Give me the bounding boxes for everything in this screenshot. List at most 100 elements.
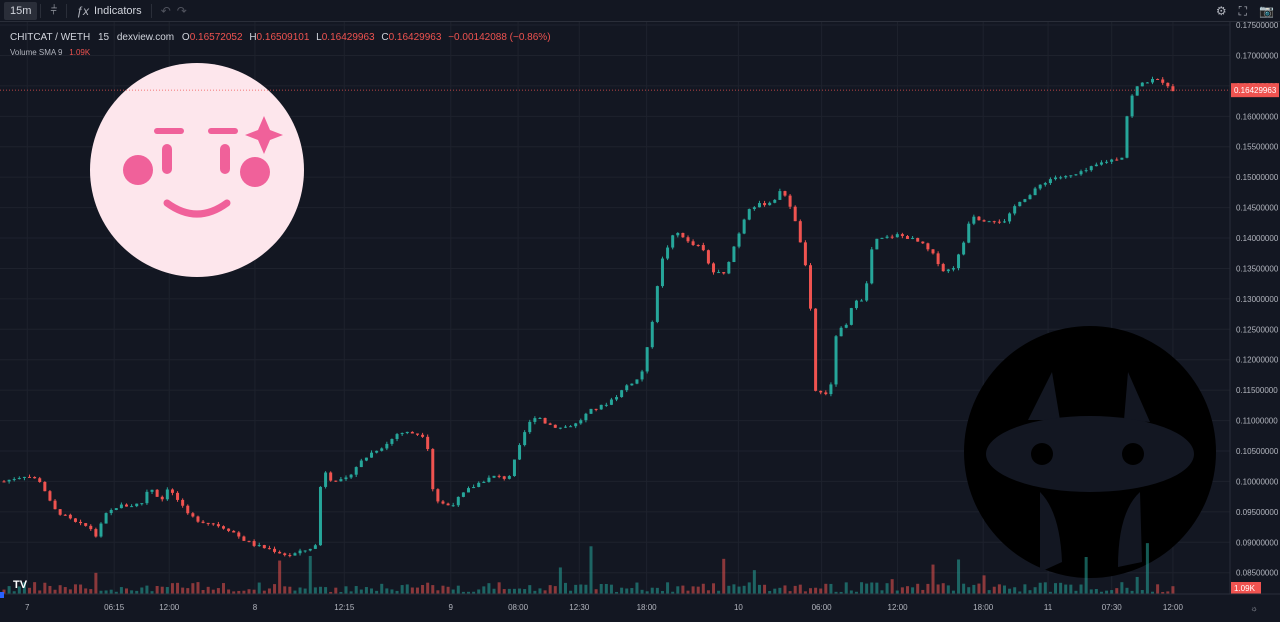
time-tick-label: 9 bbox=[449, 603, 454, 612]
volume-bar bbox=[99, 590, 103, 594]
candle-body bbox=[793, 206, 797, 222]
volume-bar bbox=[712, 583, 716, 594]
price-tick-label: 0.15000000 bbox=[1236, 173, 1279, 182]
candle-body bbox=[318, 486, 322, 546]
candle-body bbox=[763, 203, 767, 206]
volume-bar bbox=[875, 582, 879, 594]
volume-bar bbox=[885, 583, 889, 594]
chart-type-button[interactable]: ⫩ bbox=[44, 0, 63, 22]
candle-body bbox=[267, 548, 271, 550]
candle-body bbox=[22, 476, 26, 478]
candle-body bbox=[451, 505, 455, 507]
chart-toolbar: 15m ⫩ ƒx Indicators ↶ ↷ ⚙ ⛶ 📷 bbox=[0, 0, 1280, 22]
candle-body bbox=[788, 195, 792, 207]
candle-body bbox=[329, 472, 333, 481]
volume-bar bbox=[176, 582, 180, 594]
settings-icon[interactable]: ⚙ bbox=[1215, 4, 1227, 18]
candle-body bbox=[364, 457, 368, 461]
indicators-button[interactable]: ƒx Indicators bbox=[70, 0, 147, 22]
volume-bar bbox=[84, 588, 88, 594]
camera-icon[interactable]: 📷 bbox=[1259, 4, 1274, 18]
candle-body bbox=[701, 245, 705, 251]
volume-bar bbox=[324, 587, 328, 594]
candle-body bbox=[1054, 177, 1058, 180]
candle-body bbox=[324, 472, 328, 487]
candle-body bbox=[543, 417, 547, 424]
volume-bar bbox=[191, 583, 195, 594]
volume-bar bbox=[916, 583, 920, 594]
candle-body bbox=[487, 477, 491, 482]
candle-body bbox=[191, 513, 195, 517]
volume-bar bbox=[911, 587, 915, 594]
volume-bar bbox=[1084, 557, 1088, 594]
price-tick-label: 0.12000000 bbox=[1236, 356, 1279, 365]
candle-body bbox=[900, 234, 904, 237]
candle-body bbox=[946, 269, 950, 272]
volume-bar bbox=[538, 588, 542, 594]
candle-body bbox=[426, 436, 430, 450]
volume-bar bbox=[79, 584, 83, 594]
volume-bar bbox=[273, 584, 277, 594]
volume-bar bbox=[870, 582, 874, 594]
volume-bar bbox=[318, 586, 322, 594]
volume-bar bbox=[1048, 591, 1052, 594]
candle-body bbox=[390, 439, 394, 444]
volume-bar bbox=[696, 586, 700, 594]
volume-bar bbox=[94, 572, 98, 594]
undo-button[interactable]: ↶ bbox=[155, 0, 177, 22]
volume-bar bbox=[890, 579, 894, 594]
candle-body bbox=[405, 431, 409, 434]
volume-bar bbox=[946, 585, 950, 594]
price-tick-label: 0.14000000 bbox=[1236, 234, 1279, 243]
candle-body bbox=[1023, 199, 1027, 202]
toolbar-divider bbox=[66, 3, 68, 18]
candle-body bbox=[609, 399, 613, 405]
candle-body bbox=[951, 268, 955, 270]
candle-body bbox=[482, 481, 486, 483]
candle-body bbox=[400, 433, 404, 435]
candle-body bbox=[645, 347, 649, 372]
volume-bar bbox=[349, 591, 353, 594]
volume-bar bbox=[757, 584, 761, 594]
candle-body bbox=[717, 272, 721, 274]
volume-bar bbox=[359, 589, 363, 594]
indicators-label: Indicators bbox=[93, 4, 142, 17]
candle-body bbox=[936, 253, 940, 265]
candle-body bbox=[814, 308, 818, 391]
candle-body bbox=[737, 233, 741, 247]
candle-body bbox=[1059, 177, 1063, 179]
volume-bar bbox=[609, 584, 613, 594]
volume-bar bbox=[507, 588, 511, 594]
volume-bar bbox=[824, 583, 828, 594]
volume-bar bbox=[492, 588, 496, 594]
legend-low: 0.16429963 bbox=[321, 32, 375, 43]
candle-body bbox=[538, 417, 542, 419]
price-tick-label: 0.10500000 bbox=[1236, 447, 1279, 456]
volume-bar bbox=[997, 584, 1001, 594]
candle-body bbox=[885, 236, 889, 238]
volume-bar bbox=[620, 587, 624, 594]
cat-face-smile bbox=[163, 199, 231, 218]
volume-bar bbox=[140, 587, 144, 594]
price-chart[interactable]: 0.175000000.170000000.165000000.16000000… bbox=[0, 22, 1280, 622]
candle-body bbox=[997, 221, 1001, 223]
candle-body bbox=[94, 529, 98, 537]
candle-body bbox=[1115, 159, 1119, 161]
volume-bar bbox=[865, 583, 869, 594]
candle-body bbox=[385, 443, 389, 449]
interval-button[interactable]: 15m bbox=[4, 1, 38, 20]
candle-body bbox=[1043, 183, 1047, 185]
volume-bar bbox=[788, 591, 792, 594]
volume-bar bbox=[477, 589, 481, 594]
candle-body bbox=[477, 482, 481, 487]
volume-badge bbox=[1231, 582, 1261, 594]
candle-body bbox=[681, 232, 685, 238]
volume-bar bbox=[145, 585, 149, 594]
candle-body bbox=[1013, 206, 1017, 214]
candle-body bbox=[33, 476, 37, 479]
candle-body bbox=[523, 432, 527, 446]
fullscreen-icon[interactable]: ⛶ bbox=[1238, 3, 1248, 18]
fx-icon: ƒx bbox=[76, 3, 89, 18]
candle-body bbox=[676, 232, 680, 236]
redo-button[interactable]: ↷ bbox=[177, 0, 193, 22]
